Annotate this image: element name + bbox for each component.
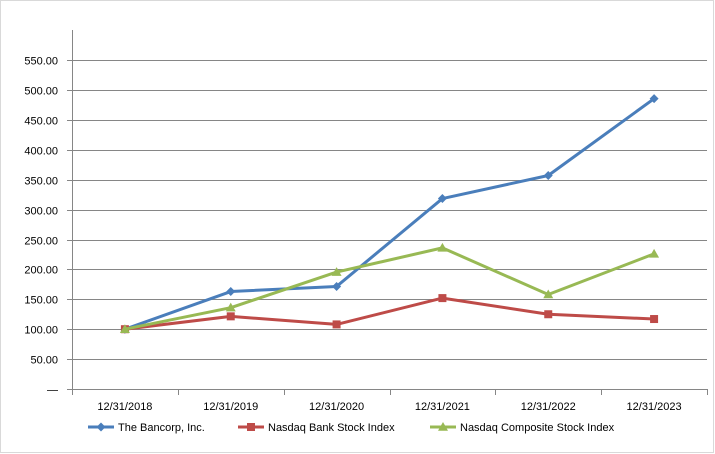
y-tick-label: 550.00 xyxy=(24,56,58,68)
x-tick-label: 12/31/2018 xyxy=(97,401,152,413)
y-tick-label: 200.00 xyxy=(24,265,58,277)
y-tick-label: 100.00 xyxy=(24,325,58,337)
data-point xyxy=(438,294,447,303)
axes xyxy=(67,30,708,395)
series-line xyxy=(124,97,655,331)
legend-label: Nasdaq Bank Stock Index xyxy=(268,422,395,434)
legend-item: The Bancorp, Inc. xyxy=(88,422,205,434)
data-point xyxy=(543,289,554,299)
y-tick-label: 300.00 xyxy=(24,206,58,218)
x-axis-tick-labels: 12/31/2018 12/31/2019 12/31/2020 12/31/2021… xyxy=(97,401,681,413)
series-line xyxy=(124,246,655,331)
data-point xyxy=(650,315,659,324)
legend-swatch-marker xyxy=(96,422,106,432)
series-lines xyxy=(119,94,660,334)
x-tick-label: 12/31/2021 xyxy=(415,401,470,413)
data-point xyxy=(332,281,342,291)
y-axis-tick-labels: — 50.00 100.00 150.00 200.00 250.00 300.00 350.… xyxy=(24,56,58,397)
y-tick-label: 450.00 xyxy=(24,116,58,128)
data-point xyxy=(225,302,236,312)
y-tick-label: 500.00 xyxy=(24,86,58,98)
y-tick-label: 350.00 xyxy=(24,176,58,188)
legend-label: Nasdaq Composite Stock Index xyxy=(460,422,615,434)
data-point xyxy=(437,242,448,252)
legend-item: Nasdaq Composite Stock Index xyxy=(430,422,615,434)
data-point xyxy=(544,310,553,319)
gridlines xyxy=(72,60,707,360)
legend-swatch-marker xyxy=(438,422,448,431)
x-tick-label: 12/31/2023 xyxy=(627,401,682,413)
data-point xyxy=(332,320,341,329)
data-point xyxy=(649,248,660,258)
x-tick-label: 12/31/2022 xyxy=(521,401,576,413)
data-point xyxy=(226,312,235,321)
y-tick-label: 150.00 xyxy=(24,295,58,307)
y-tick-label: 250.00 xyxy=(24,236,58,248)
series-2 xyxy=(119,242,660,333)
y-tick-label: 400.00 xyxy=(24,146,58,158)
legend-label: The Bancorp, Inc. xyxy=(118,422,205,434)
data-point xyxy=(543,171,553,181)
x-tick-label: 12/31/2020 xyxy=(309,401,364,413)
legend-item: Nasdaq Bank Stock Index xyxy=(238,422,395,434)
x-tick-label: 12/31/2019 xyxy=(203,401,258,413)
data-point xyxy=(226,287,236,297)
y-tick-label: — xyxy=(47,385,58,397)
series-line xyxy=(124,296,655,331)
data-point xyxy=(331,267,342,276)
data-point xyxy=(649,94,659,104)
series-0 xyxy=(120,94,659,334)
y-tick-label: 50.00 xyxy=(30,355,58,367)
data-point xyxy=(119,324,130,333)
data-point xyxy=(437,194,447,204)
legend-swatch-marker xyxy=(247,423,255,431)
legend: The Bancorp, Inc. Nasdaq Bank Stock Index… xyxy=(88,422,615,434)
